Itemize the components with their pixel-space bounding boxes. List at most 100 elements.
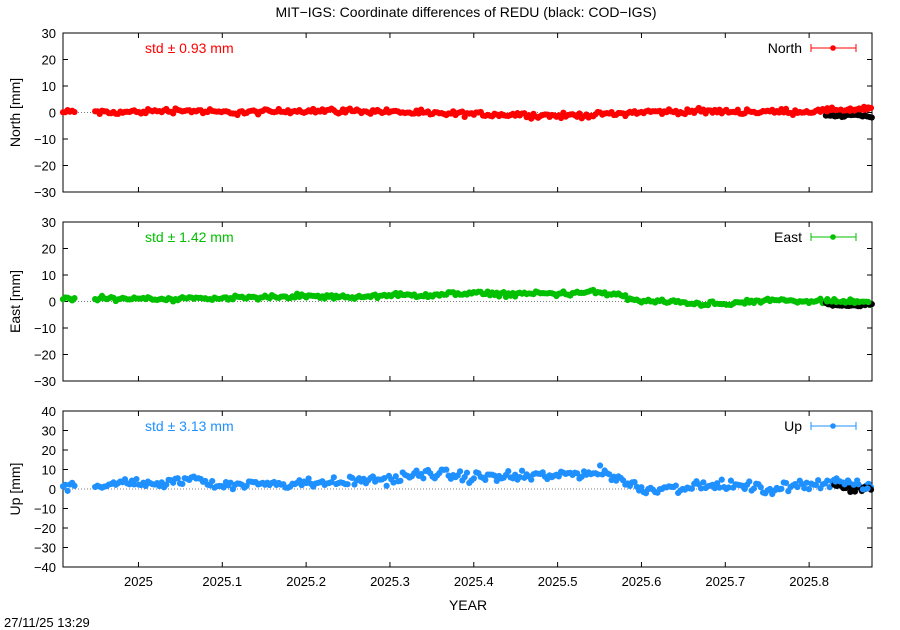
data-point (801, 485, 808, 492)
data-point (837, 106, 844, 113)
data-point (574, 470, 581, 477)
series-mit-igs (59, 462, 875, 498)
data-point (170, 110, 177, 117)
data-point (725, 484, 732, 491)
data-point (750, 485, 757, 492)
x-tick-label: 2025.1 (202, 574, 242, 589)
series-cod-igs (822, 298, 875, 310)
data-point (349, 474, 356, 482)
y-tick-label: 40 (42, 404, 56, 419)
data-point (383, 482, 390, 489)
data-point (638, 484, 645, 491)
x-tick-label: 2025.3 (370, 574, 410, 589)
data-point (71, 295, 78, 302)
data-point (746, 478, 753, 485)
panel-up: 40 30 20 10 0 −10 −20 −30 −40 2025 2025.1 2025.2 202… (7, 404, 875, 589)
data-point (555, 473, 562, 480)
x-tick-label: 2025.8 (789, 574, 829, 589)
y-tick-label: 30 (42, 424, 56, 439)
data-point (716, 484, 723, 491)
x-tick-label: 2025.7 (705, 574, 745, 589)
data-point (392, 473, 399, 480)
data-point (846, 299, 854, 306)
y-tick-label: 0 (49, 295, 56, 310)
data-point (812, 481, 819, 489)
data-point (381, 475, 388, 482)
y-tick-label: −30 (34, 185, 56, 200)
data-point (163, 481, 170, 488)
data-point (837, 298, 844, 306)
data-point (757, 484, 764, 491)
data-point (700, 479, 707, 486)
data-point (133, 475, 140, 483)
data-point (865, 104, 872, 111)
y-axis-label: North [mm] (7, 78, 23, 147)
legend-label: Up (784, 418, 802, 434)
panels: 30 20 10 0 −10 −20 −30 North [mm] std ± 0.93 mm N… (7, 26, 875, 589)
data-point (672, 482, 679, 489)
y-tick-label: 0 (49, 106, 56, 121)
y-tick-label: −20 (34, 159, 56, 174)
data-point (846, 107, 854, 114)
data-point (824, 477, 831, 484)
data-point (622, 292, 629, 299)
data-point (518, 467, 526, 474)
x-tick-label: 2025.6 (622, 574, 662, 589)
series-mit-igs (59, 103, 875, 122)
data-point (826, 484, 833, 491)
legend-marker (830, 423, 836, 429)
data-point (443, 466, 450, 473)
std-annotation: std ± 3.13 mm (145, 418, 234, 434)
data-point (330, 474, 337, 481)
data-point (413, 467, 420, 474)
std-annotation: std ± 1.42 mm (145, 229, 234, 245)
data-point (397, 477, 404, 484)
y-tick-label: −20 (34, 521, 56, 536)
y-tick-label: −10 (34, 321, 56, 336)
data-point (528, 476, 535, 483)
data-point (823, 298, 831, 305)
series-mit-igs (59, 286, 875, 309)
y-tick-label: −20 (34, 348, 56, 363)
y-tick-label: −40 (34, 560, 56, 575)
data-point (174, 475, 181, 482)
x-axis-label: YEAR (449, 597, 487, 613)
data-point (491, 472, 498, 479)
data-point (305, 475, 312, 482)
data-point (833, 106, 840, 114)
data-point (512, 471, 519, 478)
data-point (803, 479, 810, 486)
data-point (158, 479, 165, 486)
data-point (420, 475, 427, 482)
data-point (832, 478, 839, 485)
y-tick-label: 20 (42, 242, 56, 257)
y-tick-label: 0 (49, 482, 56, 497)
legend-marker (830, 234, 836, 240)
data-point (606, 471, 613, 478)
std-annotation: std ± 0.93 mm (145, 40, 234, 56)
data-point (842, 299, 849, 306)
legend-label: North (768, 40, 802, 56)
y-tick-label: −10 (34, 132, 56, 147)
data-point (851, 299, 858, 307)
x-tick-label: 2025 (124, 574, 153, 589)
panel-east: 30 20 10 0 −10 −20 −30 East [mm] std ± 1.42 mm Ea… (7, 215, 875, 389)
legend-marker (830, 45, 836, 51)
data-point (711, 485, 718, 492)
data-point (865, 298, 872, 306)
cod-data-point (851, 488, 859, 495)
data-point (493, 477, 500, 484)
data-point (596, 462, 604, 469)
data-point (179, 480, 186, 488)
y-tick-label: 10 (42, 268, 56, 283)
y-tick-label: −30 (34, 374, 56, 389)
data-point (576, 110, 583, 117)
y-axis-label: East [mm] (7, 270, 23, 333)
panel-north: 30 20 10 0 −10 −20 −30 North [mm] std ± 0.93 mm N… (7, 26, 875, 200)
y-tick-label: 10 (42, 463, 56, 478)
data-point (833, 298, 840, 306)
data-point (594, 471, 601, 478)
data-point (828, 106, 835, 114)
data-point (470, 475, 477, 482)
